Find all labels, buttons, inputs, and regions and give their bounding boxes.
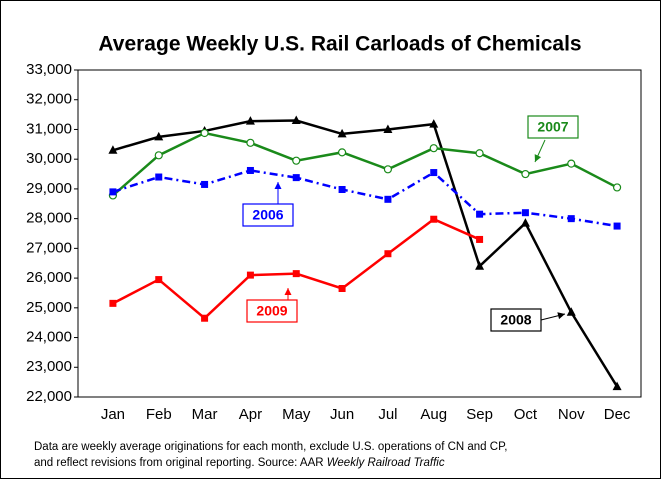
y-tick-label: 27,000 <box>26 239 72 256</box>
marker <box>383 124 393 133</box>
marker <box>338 186 346 194</box>
marker <box>430 169 438 177</box>
marker <box>383 165 393 174</box>
marker <box>109 299 117 307</box>
marker <box>429 144 438 153</box>
x-tick-label: Mar <box>192 406 218 423</box>
marker <box>384 250 392 258</box>
marker <box>201 314 209 322</box>
y-tick-label: 31,000 <box>26 120 72 137</box>
marker <box>154 151 163 160</box>
y-tick-label: 24,000 <box>26 329 72 346</box>
series-label-box <box>242 203 294 227</box>
x-tick-label: Jul <box>378 406 397 423</box>
x-tick-label: Sep <box>466 406 493 423</box>
chart-title: Average Weekly U.S. Rail Carloads of Che… <box>98 33 581 56</box>
marker <box>475 261 485 270</box>
marker <box>612 381 622 391</box>
plot-area <box>77 69 642 398</box>
y-tick-label: 25,000 <box>26 299 72 316</box>
series-label: 2008 <box>500 312 531 328</box>
marker <box>476 235 484 243</box>
note: Data are weekly average originations for… <box>34 441 507 453</box>
y-tick-label: 29,000 <box>26 180 72 197</box>
y-tick-label: 32,000 <box>26 91 72 108</box>
marker <box>292 156 301 165</box>
arrow-head <box>557 312 565 320</box>
y-tick-label: 30,000 <box>26 150 72 167</box>
marker <box>246 166 254 174</box>
series-label-box <box>246 299 298 323</box>
x-tick-label: Oct <box>514 406 538 423</box>
marker <box>521 169 530 179</box>
marker <box>200 128 209 138</box>
marker <box>246 271 254 279</box>
x-tick-label: Aug <box>420 406 447 423</box>
series-label-box <box>527 115 579 139</box>
marker <box>567 215 575 223</box>
marker <box>292 270 300 278</box>
arrow-head <box>534 154 542 162</box>
marker <box>476 210 484 218</box>
marker <box>291 115 301 125</box>
marker <box>567 159 576 168</box>
series-label: 2009 <box>256 303 287 319</box>
series-line <box>112 131 618 197</box>
y-tick-label: 33,000 <box>26 61 72 78</box>
marker <box>612 183 622 192</box>
arrow-head <box>274 182 282 189</box>
marker <box>201 180 209 188</box>
arrow-head <box>284 288 292 295</box>
series-line <box>112 169 618 228</box>
x-tick-label: Jun <box>330 406 354 423</box>
marker <box>246 138 255 147</box>
marker <box>430 215 438 223</box>
marker <box>475 149 484 158</box>
note-text: and reflect revisions from original repo… <box>34 457 324 469</box>
marker <box>566 307 576 316</box>
x-tick-label: Dec <box>604 406 631 423</box>
y-tick-label: 28,000 <box>26 210 72 227</box>
series-line <box>112 119 619 388</box>
x-tick-label: Feb <box>146 406 172 423</box>
marker <box>155 173 163 181</box>
marker <box>429 119 439 128</box>
marker <box>520 218 530 227</box>
x-tick-label: Apr <box>239 406 262 423</box>
series-label: 2006 <box>252 207 283 223</box>
y-tick-label: 26,000 <box>26 269 72 286</box>
marker <box>155 276 163 284</box>
marker <box>245 116 255 125</box>
marker <box>108 145 118 154</box>
x-tick-label: Jan <box>101 406 125 423</box>
marker <box>109 188 117 196</box>
series-label: 2007 <box>537 119 568 135</box>
series-label-box <box>490 308 542 332</box>
marker <box>521 209 529 217</box>
note: and reflect revisions from original repo… <box>34 457 445 469</box>
marker <box>154 131 164 141</box>
marker <box>384 195 392 203</box>
x-tick-label: May <box>282 406 311 423</box>
marker <box>338 284 346 292</box>
note-source: Weekly Railroad Traffic <box>327 457 445 469</box>
y-tick-label: 23,000 <box>26 358 72 375</box>
y-tick-label: 22,000 <box>26 388 72 405</box>
marker <box>292 174 300 182</box>
x-tick-label: Nov <box>558 406 585 423</box>
marker <box>337 148 347 157</box>
marker <box>613 222 621 230</box>
marker <box>337 128 347 138</box>
